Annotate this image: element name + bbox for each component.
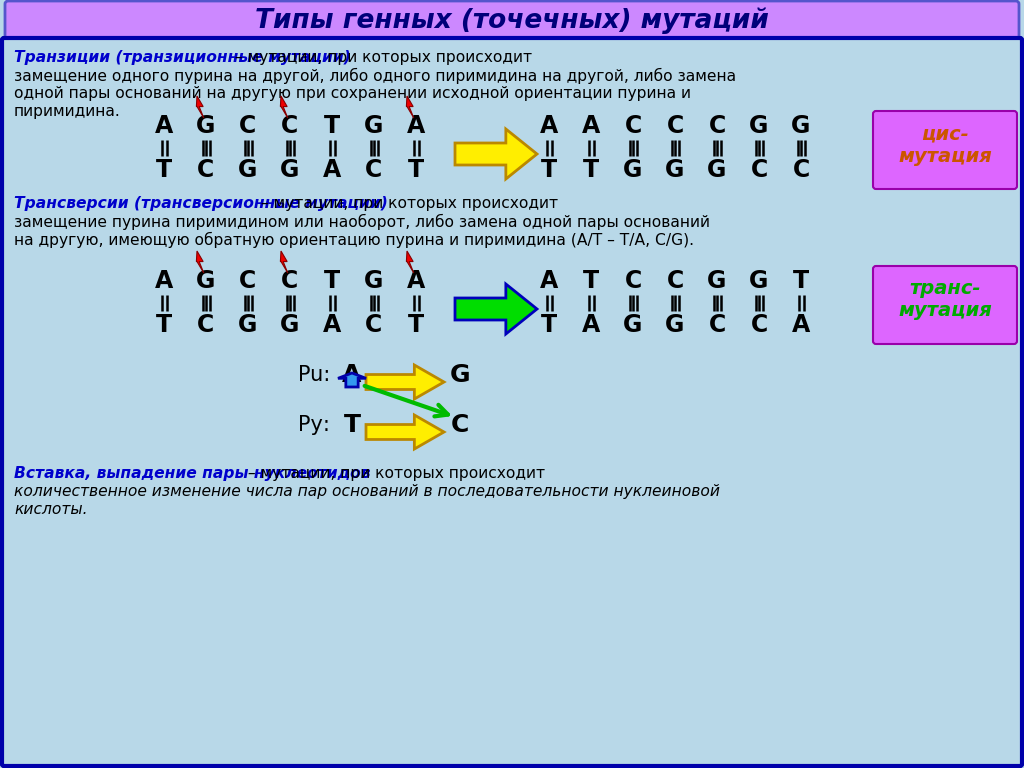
Text: A: A [582, 313, 600, 337]
Text: G: G [239, 313, 258, 337]
Text: количественное изменение числа пар оснований в последовательности нуклеиновой: количественное изменение числа пар основ… [14, 484, 720, 499]
Text: G: G [708, 269, 727, 293]
Text: G: G [365, 269, 384, 293]
Polygon shape [455, 129, 537, 179]
Polygon shape [338, 373, 366, 387]
Polygon shape [281, 251, 288, 273]
Polygon shape [366, 415, 444, 449]
Text: A: A [540, 269, 558, 293]
Text: T: T [583, 158, 599, 182]
Text: T: T [324, 114, 340, 138]
Text: кислоты.: кислоты. [14, 502, 87, 517]
Text: цис-
мутация: цис- мутация [898, 124, 992, 165]
Text: C: C [751, 313, 768, 337]
Text: – мутации, при которых происходит: – мутации, при которых происходит [230, 50, 532, 65]
Text: G: G [239, 158, 258, 182]
Text: G: G [750, 114, 769, 138]
FancyBboxPatch shape [5, 1, 1019, 41]
Text: на другую, имеющую обратную ориентацию пурина и пиримидина (А/Т – Т/А, С/G).: на другую, имеющую обратную ориентацию п… [14, 232, 694, 248]
Text: – мутации, при которых происходит: – мутации, при которых происходит [244, 466, 546, 481]
Polygon shape [197, 96, 204, 118]
Text: C: C [451, 413, 469, 437]
Text: T: T [324, 269, 340, 293]
Text: Типы генных (точечных) мутаций: Типы генных (точечных) мутаций [255, 8, 769, 35]
FancyBboxPatch shape [873, 111, 1017, 189]
Text: C: C [709, 313, 726, 337]
Text: G: G [624, 313, 643, 337]
Text: C: C [282, 114, 299, 138]
Text: T: T [156, 313, 172, 337]
Text: T: T [343, 413, 360, 437]
Polygon shape [455, 284, 537, 334]
Text: A: A [792, 313, 810, 337]
Text: G: G [750, 269, 769, 293]
Text: C: C [751, 158, 768, 182]
Text: T: T [156, 158, 172, 182]
Text: C: C [366, 313, 383, 337]
Text: C: C [198, 313, 215, 337]
Text: C: C [240, 114, 257, 138]
Text: C: C [667, 269, 684, 293]
Text: A: A [323, 158, 341, 182]
Text: T: T [408, 313, 424, 337]
Text: A: A [540, 114, 558, 138]
FancyBboxPatch shape [873, 266, 1017, 344]
Text: C: C [240, 269, 257, 293]
Polygon shape [407, 251, 414, 273]
Text: C: C [625, 269, 642, 293]
Text: Вставка, выпадение пары нуклеотидов: Вставка, выпадение пары нуклеотидов [14, 466, 371, 481]
Text: C: C [198, 158, 215, 182]
Text: G: G [365, 114, 384, 138]
Text: A: A [407, 114, 425, 138]
Text: T: T [793, 269, 809, 293]
Text: замещение одного пурина на другой, либо одного пиримидина на другой, либо замена: замещение одного пурина на другой, либо … [14, 68, 736, 84]
Text: G: G [666, 158, 685, 182]
Text: G: G [197, 269, 216, 293]
Polygon shape [366, 365, 444, 399]
Text: T: T [541, 158, 557, 182]
Text: Транзиции (транзиционные мутации): Транзиции (транзиционные мутации) [14, 50, 351, 65]
Text: C: C [366, 158, 383, 182]
Text: G: G [197, 114, 216, 138]
Text: транс-
мутация: транс- мутация [898, 280, 992, 320]
Text: A: A [342, 363, 361, 387]
Polygon shape [407, 96, 414, 118]
Text: G: G [281, 158, 300, 182]
Text: C: C [667, 114, 684, 138]
Text: одной пары оснований на другую при сохранении исходной ориентации пурина и: одной пары оснований на другую при сохра… [14, 86, 691, 101]
FancyBboxPatch shape [2, 38, 1022, 766]
Text: C: C [793, 158, 810, 182]
Text: A: A [582, 114, 600, 138]
Text: G: G [624, 158, 643, 182]
Text: Pu:: Pu: [298, 365, 331, 385]
Text: G: G [450, 363, 470, 387]
Text: – мутации, при которых происходит: – мутации, при которых происходит [256, 196, 558, 211]
Text: T: T [583, 269, 599, 293]
Text: C: C [282, 269, 299, 293]
Text: A: A [155, 269, 173, 293]
Text: замещение пурина пиримидином или наоборот, либо замена одной пары оснований: замещение пурина пиримидином или наоборо… [14, 214, 710, 230]
Text: Трансверсии (трансверсионные мутации): Трансверсии (трансверсионные мутации) [14, 196, 388, 211]
Text: пиримидина.: пиримидина. [14, 104, 121, 119]
Text: G: G [666, 313, 685, 337]
Text: G: G [792, 114, 811, 138]
Text: Ру:: Ру: [298, 415, 330, 435]
Polygon shape [281, 96, 288, 118]
Text: G: G [281, 313, 300, 337]
Text: A: A [407, 269, 425, 293]
Text: G: G [708, 158, 727, 182]
Polygon shape [197, 251, 204, 273]
Text: T: T [541, 313, 557, 337]
Text: C: C [709, 114, 726, 138]
Text: A: A [323, 313, 341, 337]
Text: T: T [408, 158, 424, 182]
Text: A: A [155, 114, 173, 138]
Text: C: C [625, 114, 642, 138]
